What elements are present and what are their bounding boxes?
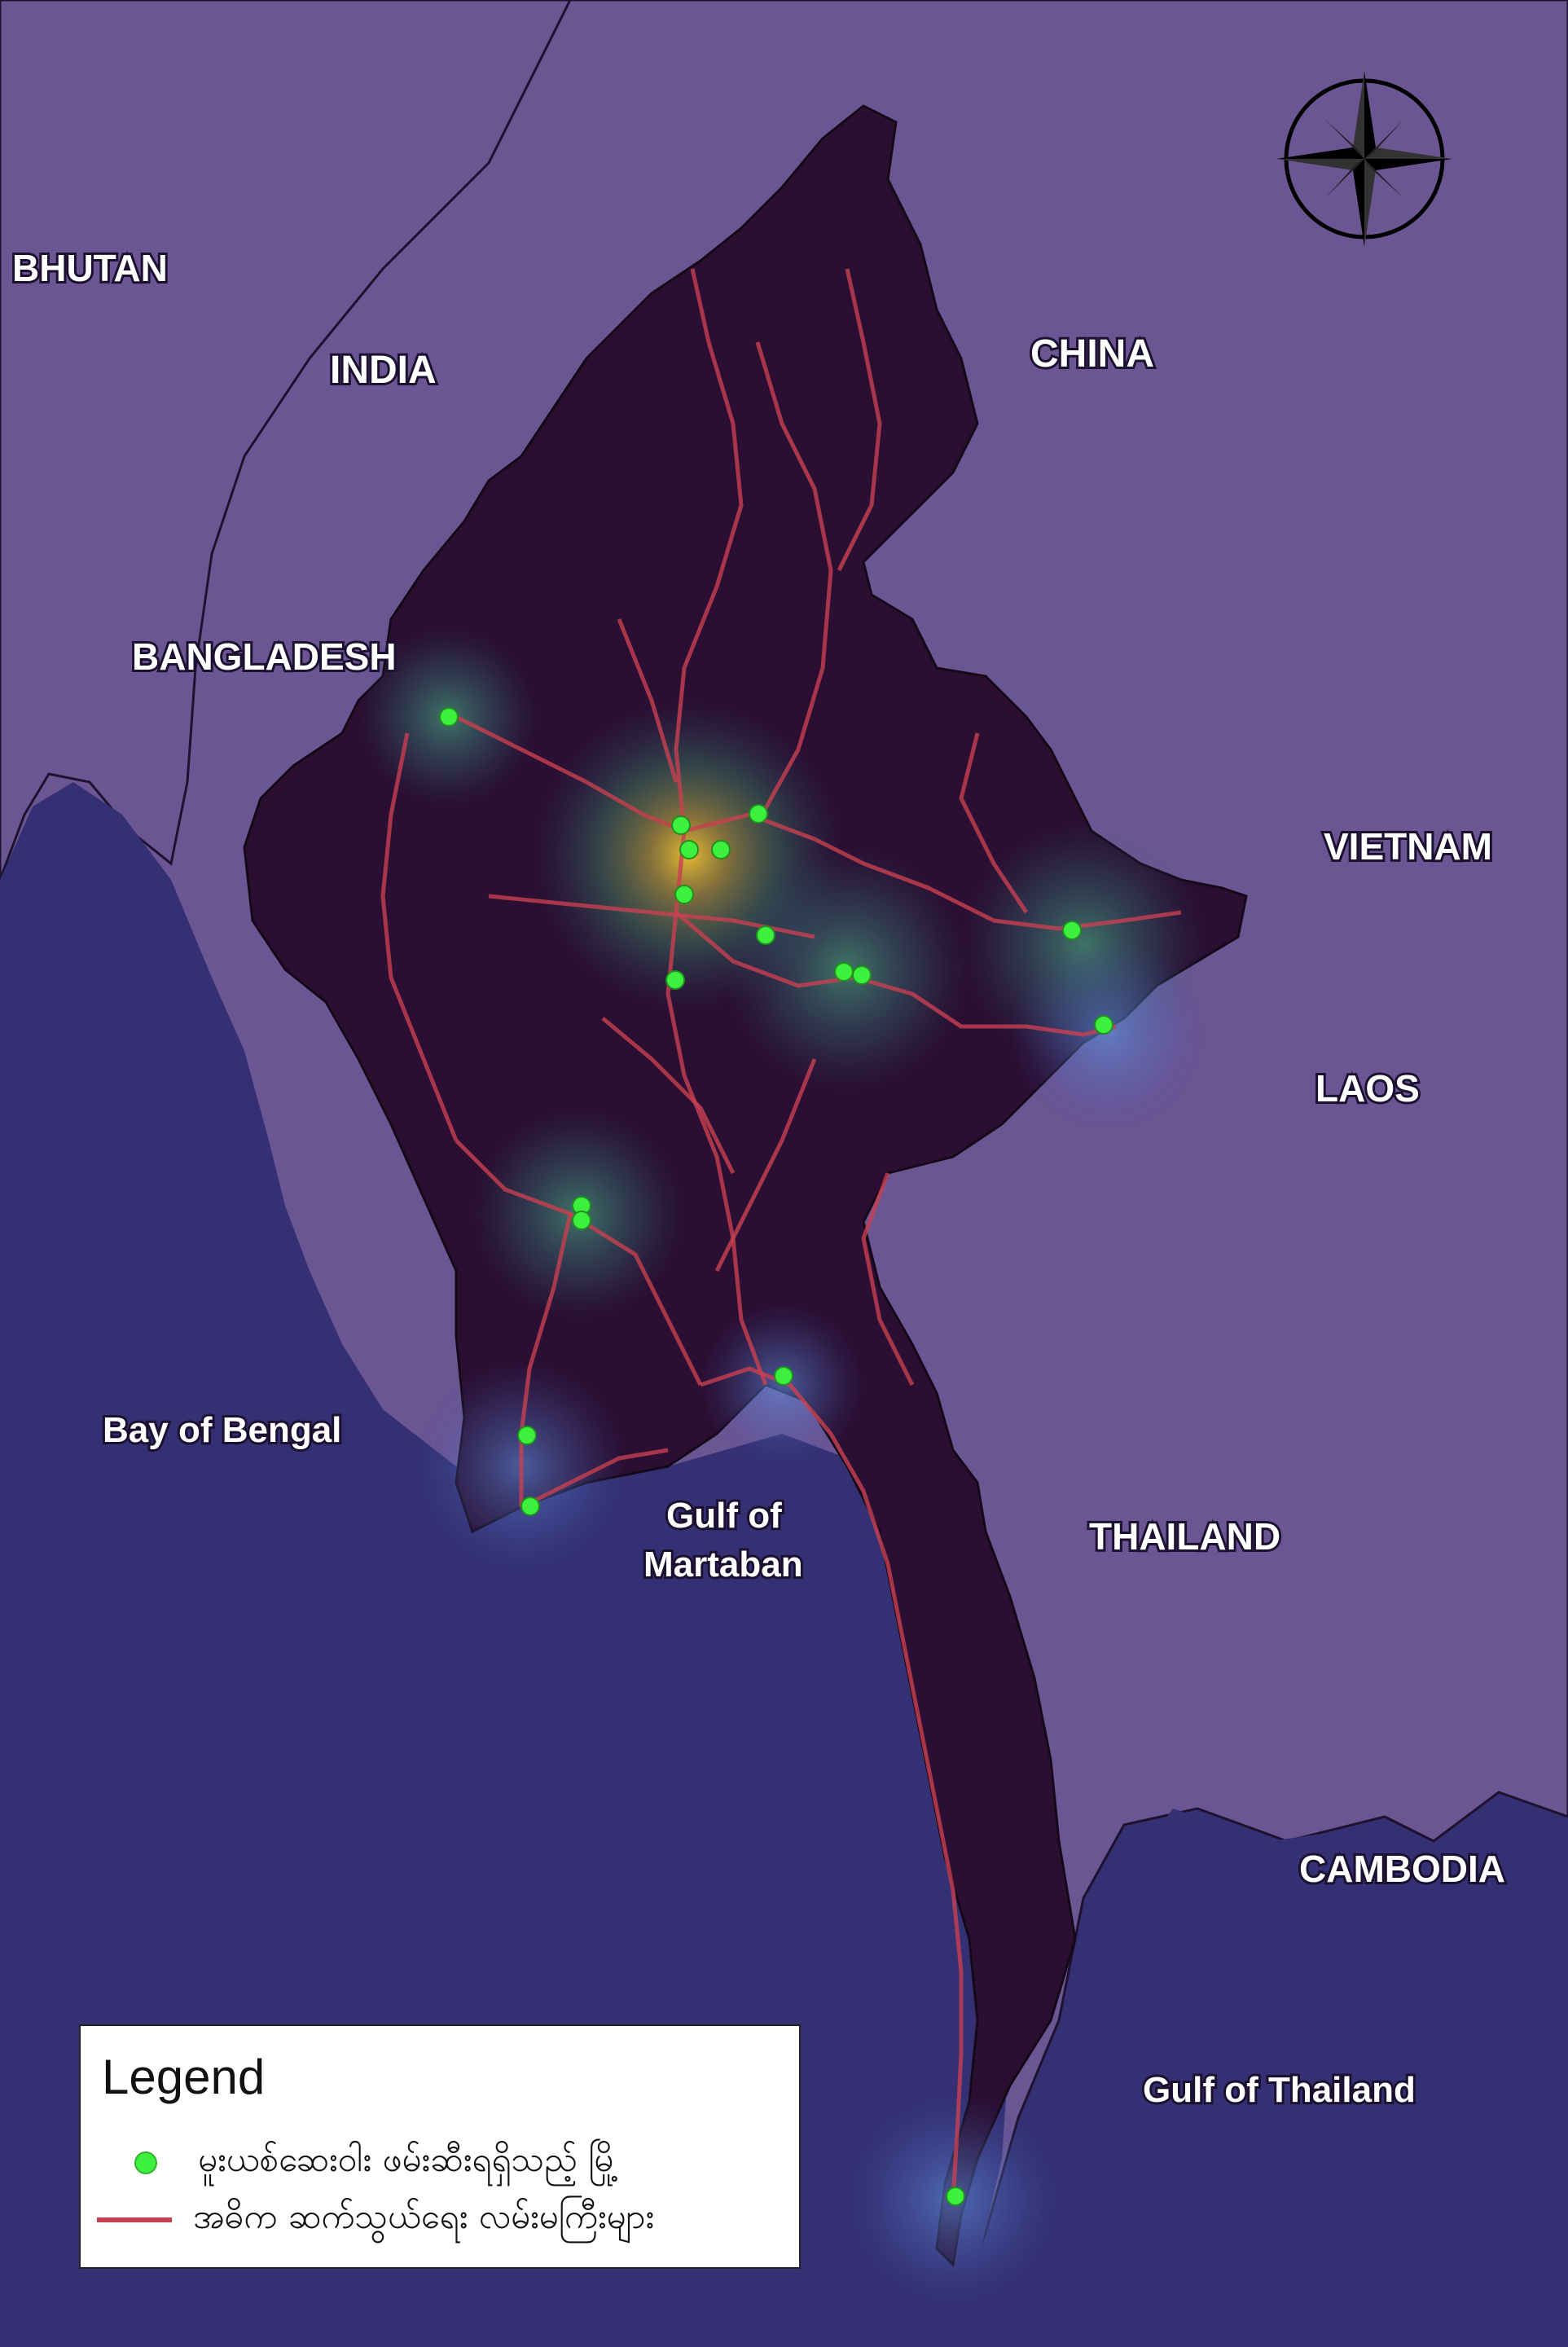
city-point xyxy=(946,2187,965,2206)
label-india: INDIA xyxy=(330,349,437,392)
city-point xyxy=(852,965,872,985)
label-cambodia: CAMBODIA xyxy=(1299,1848,1505,1890)
label-bangladesh: BANGLADESH xyxy=(132,635,397,678)
label-thailand: THAILAND xyxy=(1089,1515,1280,1558)
city-point xyxy=(749,804,768,824)
label-vietnam: VIETNAM xyxy=(1324,825,1492,868)
legend-label-roads: အဓိက ဆက်သွယ်ရေး လမ်းမကြီးများ xyxy=(193,2196,655,2236)
city-point xyxy=(834,962,854,982)
city-point xyxy=(1062,921,1082,940)
legend: Legend မူးယစ်ဆေးဝါး ဖမ်းဆီးရရှိသည့် မြို… xyxy=(79,2024,801,2269)
city-point xyxy=(439,707,459,727)
west-land xyxy=(0,0,572,881)
gulf-of-thailand xyxy=(1059,1809,1568,2347)
legend-item-cities: မူးယစ်ဆေးဝါး ဖမ်းဆီးရရှိသည့် မြို့ xyxy=(97,2138,619,2187)
city-point xyxy=(679,840,699,859)
legend-title: Legend xyxy=(102,2050,266,2104)
legend-item-roads: အဓိက ဆက်သွယ်ရေး လမ်းမကြီးများ xyxy=(97,2195,654,2244)
red-line-icon xyxy=(97,2217,172,2222)
city-point xyxy=(711,840,731,859)
green-dot-icon xyxy=(134,2151,157,2174)
label-bhutan: BHUTAN xyxy=(12,247,168,289)
city-points xyxy=(439,707,1113,2206)
label-bay-of-bengal: Bay of Bengal xyxy=(103,1410,341,1450)
label-gulf-of-thailand: Gulf of Thailand xyxy=(1143,2070,1416,2110)
city-point xyxy=(517,1426,537,1445)
city-point xyxy=(665,970,685,990)
city-point xyxy=(774,1366,793,1386)
legend-label-cities: မူးယစ်ဆေးဝါး ဖမ်းဆီးရရှိသည့် မြို့ xyxy=(198,2139,619,2179)
city-point xyxy=(1094,1015,1113,1035)
label-gulf-of-martaban-line2: Martaban xyxy=(643,1545,803,1584)
city-point xyxy=(671,815,691,835)
label-china: CHINA xyxy=(1030,332,1154,376)
city-point xyxy=(572,1211,591,1230)
city-point xyxy=(520,1497,540,1516)
city-point xyxy=(756,925,775,945)
heat-glow xyxy=(1010,937,1206,1132)
label-gulf-of-martaban-line1: Gulf of xyxy=(666,1496,782,1536)
compass-rose-icon xyxy=(1276,71,1452,247)
city-point xyxy=(674,885,694,904)
label-laos: LAOS xyxy=(1315,1067,1420,1110)
